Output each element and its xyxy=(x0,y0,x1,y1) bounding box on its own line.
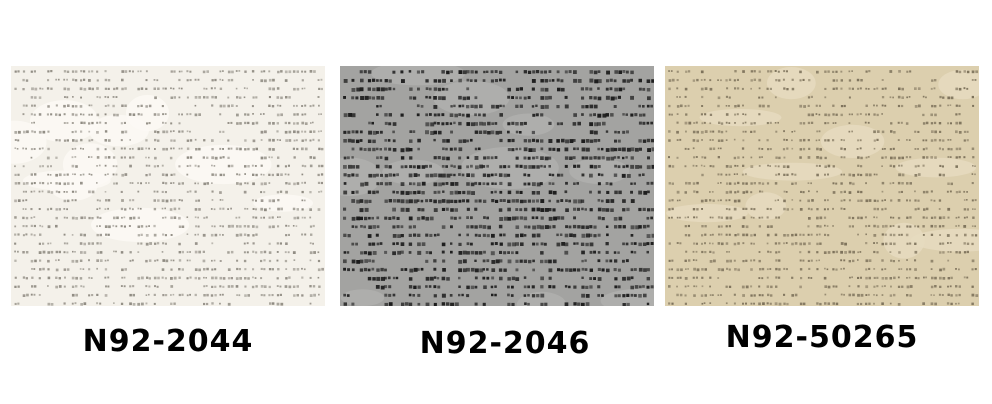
fabric-swatch-grey xyxy=(340,66,654,306)
fabric-texture-white xyxy=(11,66,325,306)
fabric-swatch-beige xyxy=(665,66,979,306)
swatch-code-label: N92-2046 xyxy=(419,326,591,361)
fabric-texture-grey xyxy=(340,66,654,306)
fabric-texture-beige xyxy=(665,66,979,306)
swatch-code-label: N92-50265 xyxy=(725,320,919,355)
fabric-swatch-white xyxy=(11,66,325,306)
swatch-code-label: N92-2044 xyxy=(82,324,254,359)
